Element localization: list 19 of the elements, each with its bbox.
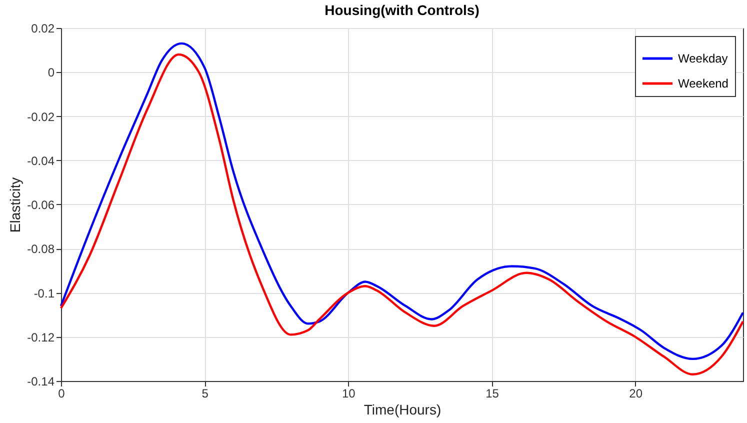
y-tick-label: -0.12 [27,330,55,344]
chart-title: Housing(with Controls) [324,2,480,18]
y-tick-label: -0.14 [27,374,55,388]
legend-label: Weekday [678,52,728,66]
x-tick-label: 20 [629,386,643,400]
x-tick-label: 10 [342,386,356,400]
x-tick-label: 15 [486,386,500,400]
y-tick-label: -0.1 [34,286,55,300]
x-axis-title: Time(Hours) [364,402,442,418]
legend-label: Weekend [678,76,728,90]
y-tick-label: 0.02 [31,22,55,36]
y-tick-label: 0 [48,66,55,80]
y-tick-label: -0.08 [27,242,55,256]
x-tick-label: 5 [202,386,209,400]
y-tick-label: -0.04 [27,154,55,168]
x-tick-label: 0 [58,386,66,400]
y-tick-label: -0.02 [27,110,55,124]
y-tick-label: -0.06 [27,198,55,212]
y-axis-title: Elasticity [7,177,24,233]
